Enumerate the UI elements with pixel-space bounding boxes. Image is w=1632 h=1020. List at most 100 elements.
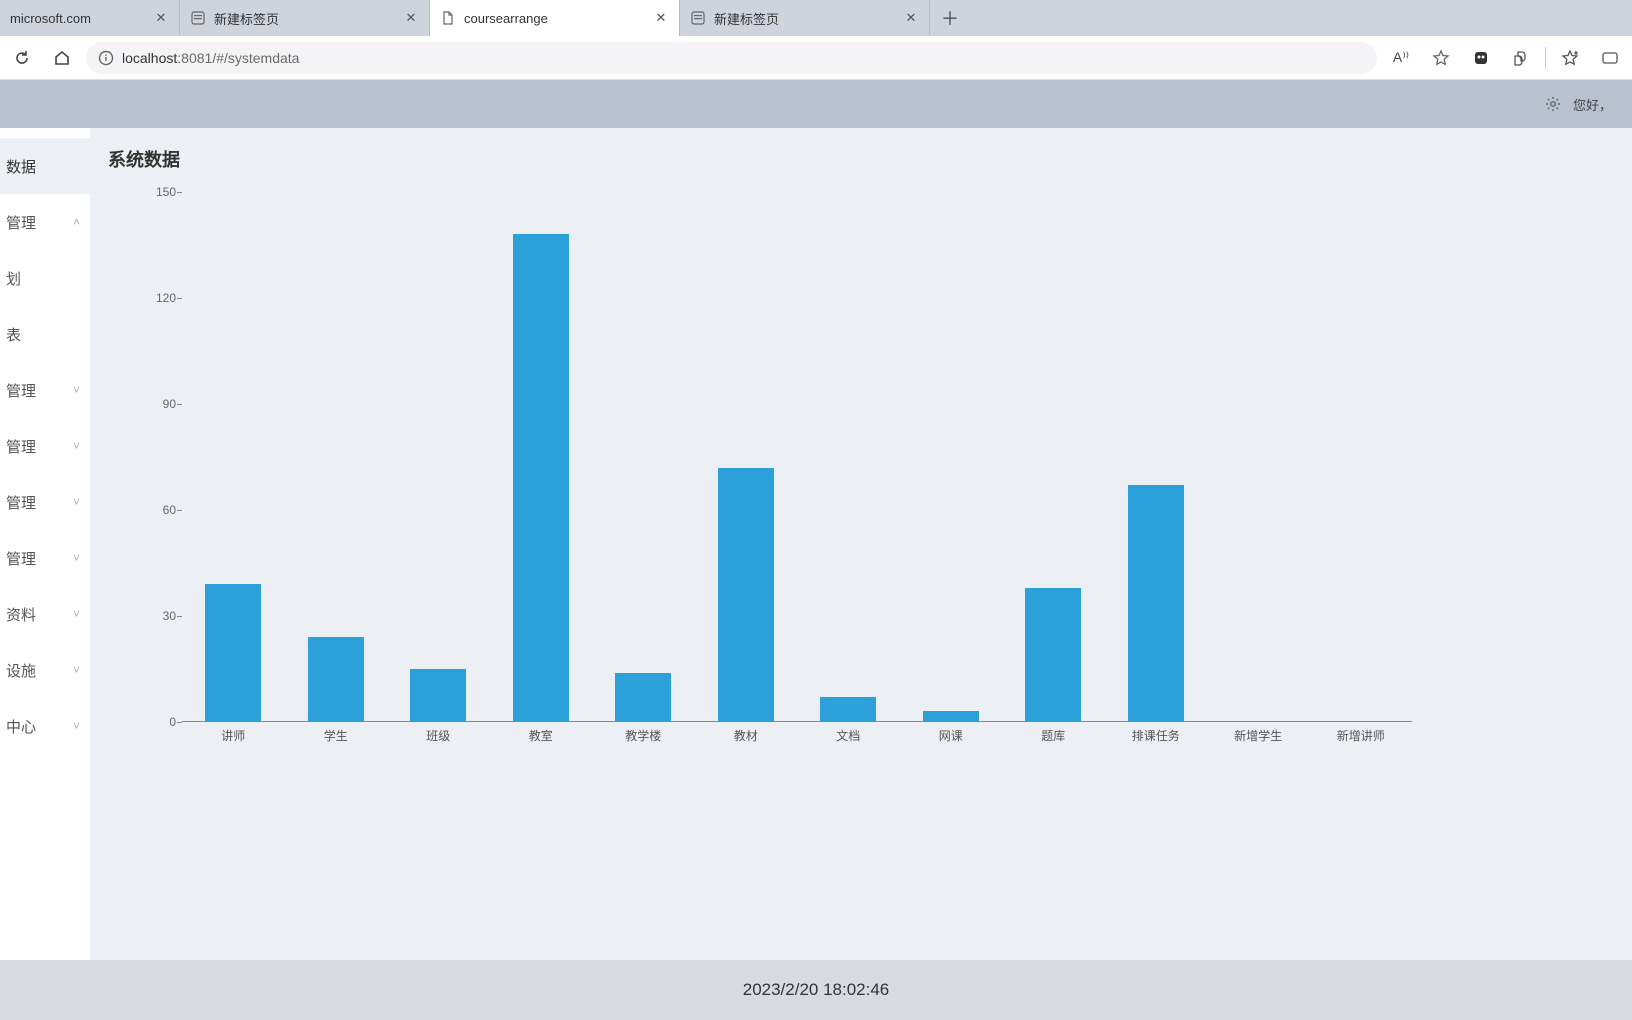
x-tick-label: 讲师 (221, 727, 245, 744)
y-tick-mark (177, 722, 182, 723)
y-tick-mark (177, 192, 182, 193)
sidebar-item[interactable]: 管理 ˅ (0, 362, 90, 418)
x-tick-label: 教材 (734, 727, 758, 744)
x-tick-label: 教室 (529, 727, 553, 744)
chevron-down-icon: ˅ (73, 495, 80, 509)
y-tick-label: 60 (142, 503, 176, 517)
x-tick-label: 网课 (939, 727, 963, 744)
browser-tab-strip: microsoft.com ✕ 新建标签页 ✕ coursearrange ✕ … (0, 0, 1632, 36)
new-tab-button[interactable]: ＋ (930, 0, 970, 36)
x-tick-label: 班级 (426, 727, 450, 744)
main-content: 系统数据 0306090120150讲师学生班级教室教学楼教材文档网课题库排课任… (90, 128, 1632, 960)
y-tick-mark (177, 616, 182, 617)
close-icon[interactable]: ✕ (653, 10, 669, 26)
timestamp-text: 2023/2/20 18:02:46 (743, 980, 890, 1000)
x-tick-label: 题库 (1041, 727, 1065, 744)
sidebar-item[interactable]: 划 (0, 250, 90, 306)
browser-tab[interactable]: 新建标签页 ✕ (680, 0, 930, 36)
x-tick-label: 排课任务 (1132, 727, 1180, 744)
url-port: :8081 (177, 50, 212, 66)
chart-bar[interactable] (615, 673, 671, 722)
footer-timestamp-bar: 2023/2/20 18:02:46 (0, 960, 1632, 1020)
favorites-star-icon[interactable] (1554, 42, 1586, 74)
page-icon (190, 10, 206, 26)
browser-tab-active[interactable]: coursearrange ✕ (430, 0, 680, 36)
refresh-button[interactable] (6, 42, 38, 74)
browser-toolbar: localhost:8081/#/systemdata A⁾⁾ (0, 36, 1632, 80)
chevron-down-icon: ˅ (73, 383, 80, 397)
sidebar-item[interactable]: 管理 ˅ (0, 418, 90, 474)
sidebar-item[interactable]: 资料 ˅ (0, 586, 90, 642)
sidebar-item[interactable]: 设施 ˅ (0, 642, 90, 698)
sidebar-item-label: 表 (6, 324, 21, 345)
info-icon (98, 50, 114, 66)
sidebar-item[interactable]: 数据 (0, 138, 90, 194)
y-tick-mark (177, 298, 182, 299)
app-icon[interactable] (1594, 42, 1626, 74)
close-icon[interactable]: ✕ (403, 10, 419, 26)
browser-tab[interactable]: 新建标签页 ✕ (180, 0, 430, 36)
x-axis (182, 721, 1412, 722)
chevron-down-icon: ˅ (73, 439, 80, 453)
sidebar-item-label: 管理 (6, 436, 36, 457)
chart-bar[interactable] (410, 669, 466, 722)
y-tick-label: 0 (142, 715, 176, 729)
x-tick-label: 学生 (324, 727, 348, 744)
collections-icon[interactable] (1505, 42, 1537, 74)
y-tick-label: 90 (142, 397, 176, 411)
sidebar-item-label: 中心 (6, 716, 36, 737)
sidebar-item-label: 资料 (6, 604, 36, 625)
x-tick-label: 教学楼 (625, 727, 661, 744)
sidebar-item-label: 管理 (6, 380, 36, 401)
read-aloud-icon[interactable]: A⁾⁾ (1385, 42, 1417, 74)
sidebar-item-label: 设施 (6, 660, 36, 681)
close-icon[interactable]: ✕ (903, 10, 919, 26)
chart-bar[interactable] (718, 468, 774, 722)
address-bar[interactable]: localhost:8081/#/systemdata (86, 42, 1377, 74)
url-host: localhost (122, 50, 177, 66)
chart-bar[interactable] (513, 234, 569, 722)
sidebar-item[interactable]: 管理 ˅ (0, 474, 90, 530)
page-icon (690, 10, 706, 26)
url-text: localhost:8081/#/systemdata (122, 50, 299, 66)
url-path: /#/systemdata (212, 50, 299, 66)
sidebar: 数据管理˄划表管理˅管理˅管理˅管理˅资料˅设施˅中心˅ (0, 128, 90, 960)
y-tick-label: 120 (142, 291, 176, 305)
sidebar-item-label: 管理 (6, 492, 36, 513)
favorite-icon[interactable] (1425, 42, 1457, 74)
chevron-down-icon: ˅ (73, 719, 80, 733)
system-data-chart: 0306090120150讲师学生班级教室教学楼教材文档网课题库排课任务新增学生… (132, 182, 1412, 752)
sidebar-item-label: 管理 (6, 212, 36, 233)
x-tick-label: 新增讲师 (1337, 727, 1385, 744)
chart-bar[interactable] (923, 711, 979, 722)
tab-title: microsoft.com (10, 11, 145, 26)
browser-tab[interactable]: microsoft.com ✕ (0, 0, 180, 36)
chart-bar[interactable] (820, 697, 876, 722)
sidebar-item[interactable]: 管理 ˄ (0, 194, 90, 250)
home-button[interactable] (46, 42, 78, 74)
close-icon[interactable]: ✕ (153, 10, 169, 26)
chart-bar[interactable] (1025, 588, 1081, 722)
chevron-down-icon: ˅ (73, 551, 80, 565)
greeting-text: 您好， (1573, 95, 1612, 114)
sidebar-item-label: 数据 (6, 156, 36, 177)
y-tick-mark (177, 510, 182, 511)
chart-bar[interactable] (1128, 485, 1184, 722)
x-tick-label: 新增学生 (1234, 727, 1282, 744)
chevron-down-icon: ˅ (73, 663, 80, 677)
sidebar-item-label: 划 (6, 268, 21, 289)
chevron-up-icon: ˄ (73, 215, 80, 229)
chart-bar[interactable] (205, 584, 261, 722)
sidebar-item[interactable]: 表 (0, 306, 90, 362)
chart-bar[interactable] (308, 637, 364, 722)
gear-icon[interactable] (1545, 96, 1561, 112)
page-viewport: 您好， 数据管理˄划表管理˅管理˅管理˅管理˅资料˅设施˅中心˅ 系统数据 03… (0, 80, 1632, 1020)
x-tick-label: 文档 (836, 727, 860, 744)
page-title: 系统数据 (108, 146, 1632, 172)
sidebar-item[interactable]: 管理˅ (0, 530, 90, 586)
sidebar-item[interactable]: 中心 ˅ (0, 698, 90, 754)
chevron-down-icon: ˅ (73, 607, 80, 621)
document-icon (440, 10, 456, 26)
app-header: 您好， (0, 80, 1632, 128)
extension-icon[interactable] (1465, 42, 1497, 74)
